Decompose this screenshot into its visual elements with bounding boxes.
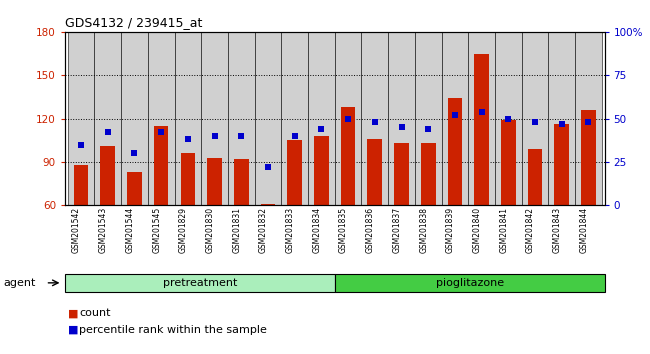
Point bbox=[556, 121, 567, 127]
Text: GSM201840: GSM201840 bbox=[473, 207, 482, 253]
Point bbox=[76, 142, 86, 147]
Text: GDS4132 / 239415_at: GDS4132 / 239415_at bbox=[65, 16, 202, 29]
Text: GSM201543: GSM201543 bbox=[99, 207, 108, 253]
Bar bbox=[181, 153, 195, 205]
Text: GSM201839: GSM201839 bbox=[446, 207, 455, 253]
Bar bbox=[127, 172, 142, 205]
Bar bbox=[549, 32, 575, 205]
Bar bbox=[421, 143, 436, 205]
Bar bbox=[495, 32, 522, 205]
Bar bbox=[202, 32, 228, 205]
Bar bbox=[94, 32, 121, 205]
Text: GSM201841: GSM201841 bbox=[499, 207, 508, 253]
Text: pioglitazone: pioglitazone bbox=[436, 278, 504, 288]
Bar bbox=[468, 32, 495, 205]
Text: GSM201838: GSM201838 bbox=[419, 207, 428, 253]
Bar bbox=[394, 143, 409, 205]
Bar bbox=[314, 136, 329, 205]
Point bbox=[289, 133, 300, 139]
Bar bbox=[441, 32, 468, 205]
Bar bbox=[234, 159, 248, 205]
Text: GSM201844: GSM201844 bbox=[580, 207, 588, 253]
Bar bbox=[581, 110, 596, 205]
Bar bbox=[501, 120, 515, 205]
Bar bbox=[68, 32, 94, 205]
Point bbox=[263, 164, 273, 170]
Text: GSM201843: GSM201843 bbox=[552, 207, 562, 253]
Bar bbox=[100, 146, 115, 205]
Point bbox=[423, 126, 434, 132]
Point bbox=[103, 130, 113, 135]
Point bbox=[156, 130, 166, 135]
Point bbox=[583, 119, 593, 125]
Point bbox=[129, 150, 140, 156]
Text: GSM201833: GSM201833 bbox=[286, 207, 294, 253]
Point bbox=[450, 112, 460, 118]
Text: agent: agent bbox=[3, 278, 36, 288]
Bar bbox=[415, 32, 441, 205]
Text: GSM201842: GSM201842 bbox=[526, 207, 535, 253]
Bar bbox=[367, 139, 382, 205]
Bar bbox=[255, 32, 281, 205]
Bar bbox=[308, 32, 335, 205]
Point bbox=[370, 119, 380, 125]
Bar bbox=[261, 204, 276, 205]
Text: GSM201544: GSM201544 bbox=[125, 207, 135, 253]
Text: GSM201832: GSM201832 bbox=[259, 207, 268, 253]
Bar bbox=[335, 32, 361, 205]
Text: count: count bbox=[79, 308, 110, 318]
Point bbox=[236, 133, 246, 139]
Point bbox=[343, 116, 354, 121]
Text: GSM201836: GSM201836 bbox=[366, 207, 375, 253]
Bar bbox=[174, 32, 202, 205]
Bar bbox=[154, 126, 168, 205]
Text: GSM201834: GSM201834 bbox=[313, 207, 321, 253]
Point bbox=[530, 119, 540, 125]
Text: percentile rank within the sample: percentile rank within the sample bbox=[79, 325, 267, 335]
Bar bbox=[388, 32, 415, 205]
Bar bbox=[575, 32, 602, 205]
Point bbox=[396, 124, 407, 130]
Bar bbox=[341, 107, 356, 205]
Text: GSM201835: GSM201835 bbox=[339, 207, 348, 253]
Text: GSM201831: GSM201831 bbox=[232, 207, 241, 253]
Bar bbox=[287, 140, 302, 205]
Point bbox=[316, 126, 326, 132]
Bar bbox=[121, 32, 148, 205]
Text: GSM201542: GSM201542 bbox=[72, 207, 81, 253]
Bar bbox=[448, 98, 462, 205]
Point bbox=[476, 109, 487, 114]
Bar bbox=[73, 165, 88, 205]
Text: ■: ■ bbox=[68, 308, 79, 318]
Text: pretreatment: pretreatment bbox=[162, 278, 237, 288]
Text: GSM201545: GSM201545 bbox=[152, 207, 161, 253]
Point bbox=[183, 137, 193, 142]
Bar bbox=[522, 32, 549, 205]
Bar bbox=[281, 32, 308, 205]
Bar bbox=[528, 149, 542, 205]
Bar bbox=[207, 158, 222, 205]
Bar bbox=[148, 32, 174, 205]
Bar bbox=[228, 32, 255, 205]
Bar bbox=[474, 53, 489, 205]
Bar bbox=[554, 124, 569, 205]
Point bbox=[503, 116, 514, 121]
Point bbox=[209, 133, 220, 139]
Text: GSM201830: GSM201830 bbox=[205, 207, 214, 253]
Text: ■: ■ bbox=[68, 325, 79, 335]
Bar bbox=[361, 32, 388, 205]
Text: GSM201829: GSM201829 bbox=[179, 207, 188, 253]
Text: GSM201837: GSM201837 bbox=[393, 207, 402, 253]
